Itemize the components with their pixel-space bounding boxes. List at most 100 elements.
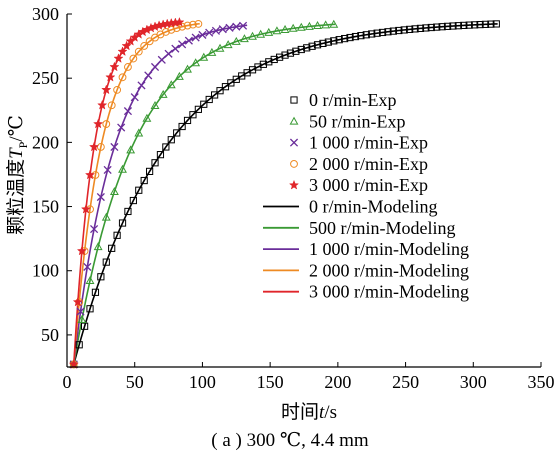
data-point	[395, 26, 403, 35]
data-point	[422, 24, 430, 32]
data-point	[200, 100, 208, 108]
data-point	[265, 58, 273, 66]
data-point	[146, 167, 154, 175]
data-point	[102, 120, 111, 128]
data-point	[129, 54, 138, 63]
data-point	[166, 80, 176, 89]
data-point	[137, 81, 146, 90]
series-layer	[68, 16, 500, 369]
data-point	[167, 25, 176, 34]
legend-label: 1 000 r/min-Modeling	[309, 239, 469, 259]
data-point	[313, 41, 322, 49]
data-point	[207, 47, 217, 56]
data-point	[118, 164, 127, 173]
data-point	[76, 307, 85, 316]
data-point	[221, 83, 230, 91]
y-tick-label: 50	[41, 325, 59, 345]
data-point	[272, 26, 282, 35]
data-point	[91, 288, 100, 296]
legend-label: 2 000 r/min-Modeling	[309, 260, 469, 280]
data-point	[259, 60, 267, 68]
data-point	[108, 244, 116, 252]
x-tick-label: 200	[324, 372, 351, 392]
data-point	[178, 22, 187, 31]
data-point	[225, 23, 234, 32]
data-point	[113, 231, 121, 239]
data-point	[362, 31, 370, 39]
data-point	[75, 341, 83, 349]
data-point	[150, 101, 160, 110]
data-point	[427, 23, 435, 32]
data-point	[184, 36, 193, 45]
data-point	[183, 21, 192, 30]
data-point	[118, 73, 127, 82]
data-point	[93, 242, 103, 251]
legend-marker	[289, 138, 299, 147]
data-point	[174, 71, 184, 80]
data-point	[335, 36, 343, 44]
data-point	[238, 21, 248, 30]
y-tick-label: 250	[32, 68, 59, 88]
data-point	[113, 85, 122, 94]
x-tick-label: 350	[528, 372, 555, 392]
data-point	[124, 63, 132, 71]
data-point	[194, 19, 203, 28]
legend-label: 500 r/min-Modeling	[309, 218, 456, 238]
data-point	[85, 276, 95, 285]
data-point	[346, 33, 354, 42]
data-point	[319, 39, 327, 48]
legend-marker	[289, 116, 299, 125]
model-curve	[72, 23, 498, 365]
data-point	[357, 32, 365, 40]
data-point	[183, 116, 192, 125]
data-point	[373, 29, 381, 37]
data-point	[164, 49, 173, 58]
data-point	[406, 25, 414, 33]
data-point	[256, 29, 266, 38]
data-point	[174, 16, 185, 27]
data-point	[134, 128, 144, 137]
data-point	[178, 122, 186, 131]
data-point	[492, 20, 500, 28]
data-point	[105, 71, 116, 82]
data-point	[113, 53, 124, 63]
y-tick-label: 150	[32, 197, 59, 217]
data-point	[454, 22, 462, 30]
data-point	[218, 25, 227, 34]
data-point	[72, 296, 83, 307]
data-point	[471, 21, 479, 29]
data-point	[384, 28, 392, 36]
data-point	[124, 207, 132, 216]
data-point	[97, 273, 105, 281]
data-point	[135, 186, 143, 194]
data-point	[264, 27, 274, 36]
data-point	[90, 225, 99, 234]
data-point	[83, 262, 92, 271]
data-point	[296, 22, 306, 31]
data-point	[308, 42, 316, 50]
legend-label: 0 r/min-Exp	[309, 90, 397, 110]
data-point	[102, 258, 110, 266]
x-tick-label: 250	[392, 372, 419, 392]
data-point	[321, 20, 331, 29]
data-point	[151, 159, 159, 167]
data-point	[96, 143, 105, 151]
data-point	[134, 47, 143, 56]
legend-label: 2 000 r/min-Exp	[309, 154, 428, 174]
legend-label: 0 r/min-Modeling	[309, 197, 438, 217]
data-point	[81, 322, 89, 330]
data-point	[167, 136, 175, 144]
data-point	[276, 53, 284, 61]
data-point	[351, 32, 360, 41]
data-point	[76, 245, 88, 256]
data-point	[330, 37, 338, 45]
data-point	[286, 49, 295, 57]
axes-layer: 0 50 100 150 200 250 300 350 50 100 150 200 250 300	[32, 4, 555, 392]
data-point	[107, 101, 116, 110]
data-point	[313, 21, 322, 30]
data-point	[140, 176, 148, 185]
legend-label: 50 r/min-Exp	[309, 111, 406, 131]
data-point	[304, 21, 314, 30]
legend-label: 3 000 r/min-Exp	[309, 175, 428, 195]
